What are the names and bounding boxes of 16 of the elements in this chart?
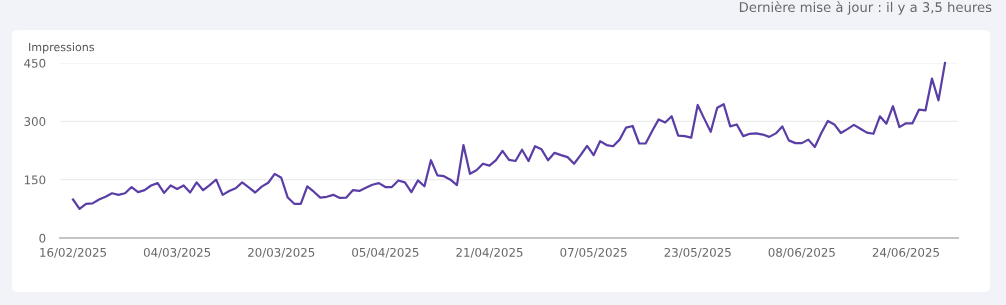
- x-tick-label: 24/06/2025: [872, 247, 939, 258]
- y-axis-title: Impressions: [29, 42, 95, 54]
- x-tick-label: 20/03/2025: [248, 247, 315, 258]
- x-tick-label: 16/02/2025: [40, 247, 106, 258]
- y-tick-label: 450: [24, 58, 46, 68]
- text: Dernière mise à jour : il y a 3,5 heures: [739, 1, 992, 15]
- x-tick-label: 05/04/2025: [352, 247, 419, 258]
- x-tick-label: 21/04/2025: [456, 247, 523, 258]
- x-tick-label: 08/06/2025: [768, 247, 835, 258]
- line-series: [71, 61, 947, 210]
- x-tick-label: 04/03/2025: [143, 247, 211, 258]
- x-tick-label: 23/05/2025: [664, 247, 731, 258]
- y-tick-label: 300: [24, 117, 46, 126]
- x-tick-label: 07/05/2025: [560, 247, 627, 258]
- y-tick-label: 0: [39, 233, 46, 243]
- y-tick-label: 150: [24, 175, 46, 185]
